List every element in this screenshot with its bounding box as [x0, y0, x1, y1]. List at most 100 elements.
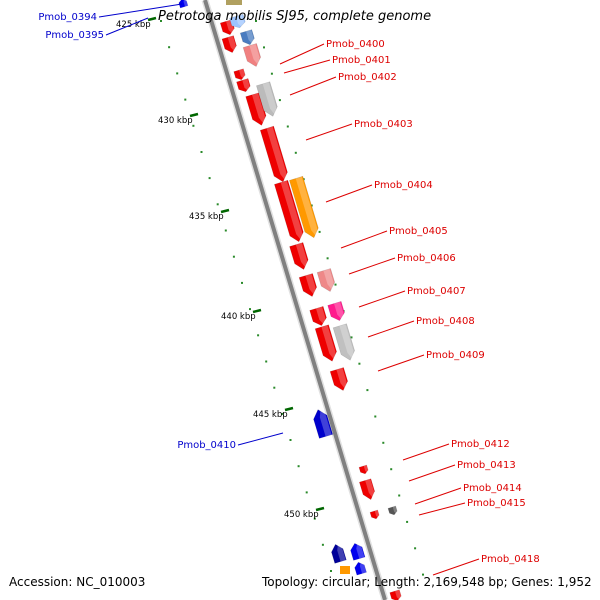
gc-dot [310, 204, 313, 207]
reverse-gene-marker [239, 29, 255, 46]
gc-dot [302, 178, 305, 181]
gc-dot [192, 124, 195, 127]
gene-label-leader [98, 3, 183, 18]
reverse-gene-marker [314, 324, 337, 362]
gc-dot [249, 308, 251, 311]
reverse-gene-marker [389, 589, 402, 600]
gene-label-leader [367, 320, 415, 338]
tick-label: 425 kbp [116, 20, 151, 30]
tick-mark [147, 16, 157, 22]
reverse-gene-marker [316, 268, 335, 292]
gene-label: Pmob_0401 [332, 55, 391, 66]
tick-mark [220, 208, 230, 214]
misc-feature [226, 0, 242, 5]
tick-mark [284, 406, 294, 412]
gc-dot [350, 336, 353, 339]
tick-mark [189, 112, 199, 118]
gc-dot [390, 468, 393, 471]
genome-title: Petrotoga mobilis SJ95, complete genome [158, 9, 432, 24]
reverse-gene-marker [233, 68, 246, 81]
gene-label-leader [432, 558, 480, 576]
gc-dot [208, 177, 211, 180]
gene-label-leader [408, 464, 456, 482]
reverse-gene-marker [327, 300, 345, 322]
gene-label: Pmob_0413 [457, 460, 516, 471]
gene-label: Pmob_0412 [451, 439, 510, 450]
reverse-gene-marker [387, 505, 398, 516]
gene-label-leader [289, 76, 337, 96]
gc-dot [176, 72, 179, 75]
tick-mark [315, 506, 325, 512]
gc-dot [414, 547, 417, 550]
gene-label: Pmob_0404 [374, 180, 433, 191]
gc-dot [398, 494, 401, 497]
forward-gene-marker [354, 561, 367, 576]
gene-label-leader [358, 290, 406, 308]
gc-dot [216, 203, 219, 206]
gene-label-leader [105, 17, 149, 36]
reverse-gene-marker [236, 78, 251, 93]
reverse-gene-marker [259, 125, 288, 183]
genome-summary-text: Topology: circular; Length: 2,169,548 bp… [262, 575, 592, 589]
accession-text: Accession: NC_010003 [9, 575, 146, 589]
gc-dot [294, 151, 297, 154]
gc-dot [305, 491, 308, 494]
gene-label: Pmob_0408 [416, 316, 475, 327]
gc-dot [406, 520, 409, 523]
gene-label-leader [305, 123, 353, 141]
gene-label-leader [283, 59, 331, 74]
gc-dot [374, 415, 377, 418]
reverse-gene-marker [298, 273, 317, 297]
reverse-gene-marker [369, 509, 380, 520]
kbp-ticks: 425 kbp 430 kbp 435 kbp 440 kbp 445 kbp 450 k… [116, 16, 325, 520]
tick-mark [252, 308, 262, 314]
tick-label: 430 kbp [158, 116, 193, 126]
gene-label: Pmob_0394 [38, 12, 97, 23]
gene-label: Pmob_0418 [481, 554, 540, 565]
gc-dot [281, 412, 284, 415]
gene-label-leader [279, 43, 325, 65]
tick-label: 435 kbp [189, 212, 224, 222]
gene-label-leader [237, 432, 284, 446]
gc-dot [330, 570, 332, 572]
gc-dot [184, 98, 187, 101]
reverse-gene-marker [329, 367, 348, 391]
gc-dot [326, 257, 329, 260]
gc-dot [366, 389, 369, 392]
reverse-gene-marker [242, 43, 261, 67]
gc-dot [241, 281, 243, 284]
gene-label-leader [414, 487, 462, 505]
misc-feature [340, 566, 350, 574]
gene-label: Pmob_0405 [389, 226, 448, 237]
tick-label: 440 kbp [221, 312, 256, 322]
gc-dot [358, 362, 361, 365]
gene-label: Pmob_0402 [338, 72, 397, 83]
forward-gene-marker [331, 543, 347, 564]
gc-dot [168, 46, 171, 49]
reverse-gene-marker [256, 81, 278, 117]
gc-dot [200, 151, 203, 153]
gene-label: Pmob_0410 [177, 440, 236, 451]
gene-label: Pmob_0406 [397, 253, 456, 264]
reverse-gene-marker [358, 464, 369, 475]
gene-label-leader [340, 230, 388, 249]
gene-label-leader [377, 354, 425, 372]
reverse-gene-marker [245, 92, 267, 126]
reverse-gene-marker [274, 179, 304, 243]
tick-label: 445 kbp [253, 410, 288, 420]
genome-backbone [201, 0, 389, 600]
forward-gene-marker [178, 0, 189, 9]
gene-label: Pmob_0403 [354, 119, 413, 130]
gene-label: Pmob_0414 [463, 483, 522, 494]
gc-dot [318, 230, 321, 233]
gc-dot [278, 99, 281, 102]
gc-dot [257, 334, 260, 337]
gc-dot [160, 20, 162, 22]
gc-dot [273, 386, 276, 389]
gc-dot [255, 20, 257, 22]
gene-label: Pmob_0415 [467, 498, 526, 509]
forward-gene-marker [313, 408, 334, 439]
gc-dot [321, 543, 324, 546]
